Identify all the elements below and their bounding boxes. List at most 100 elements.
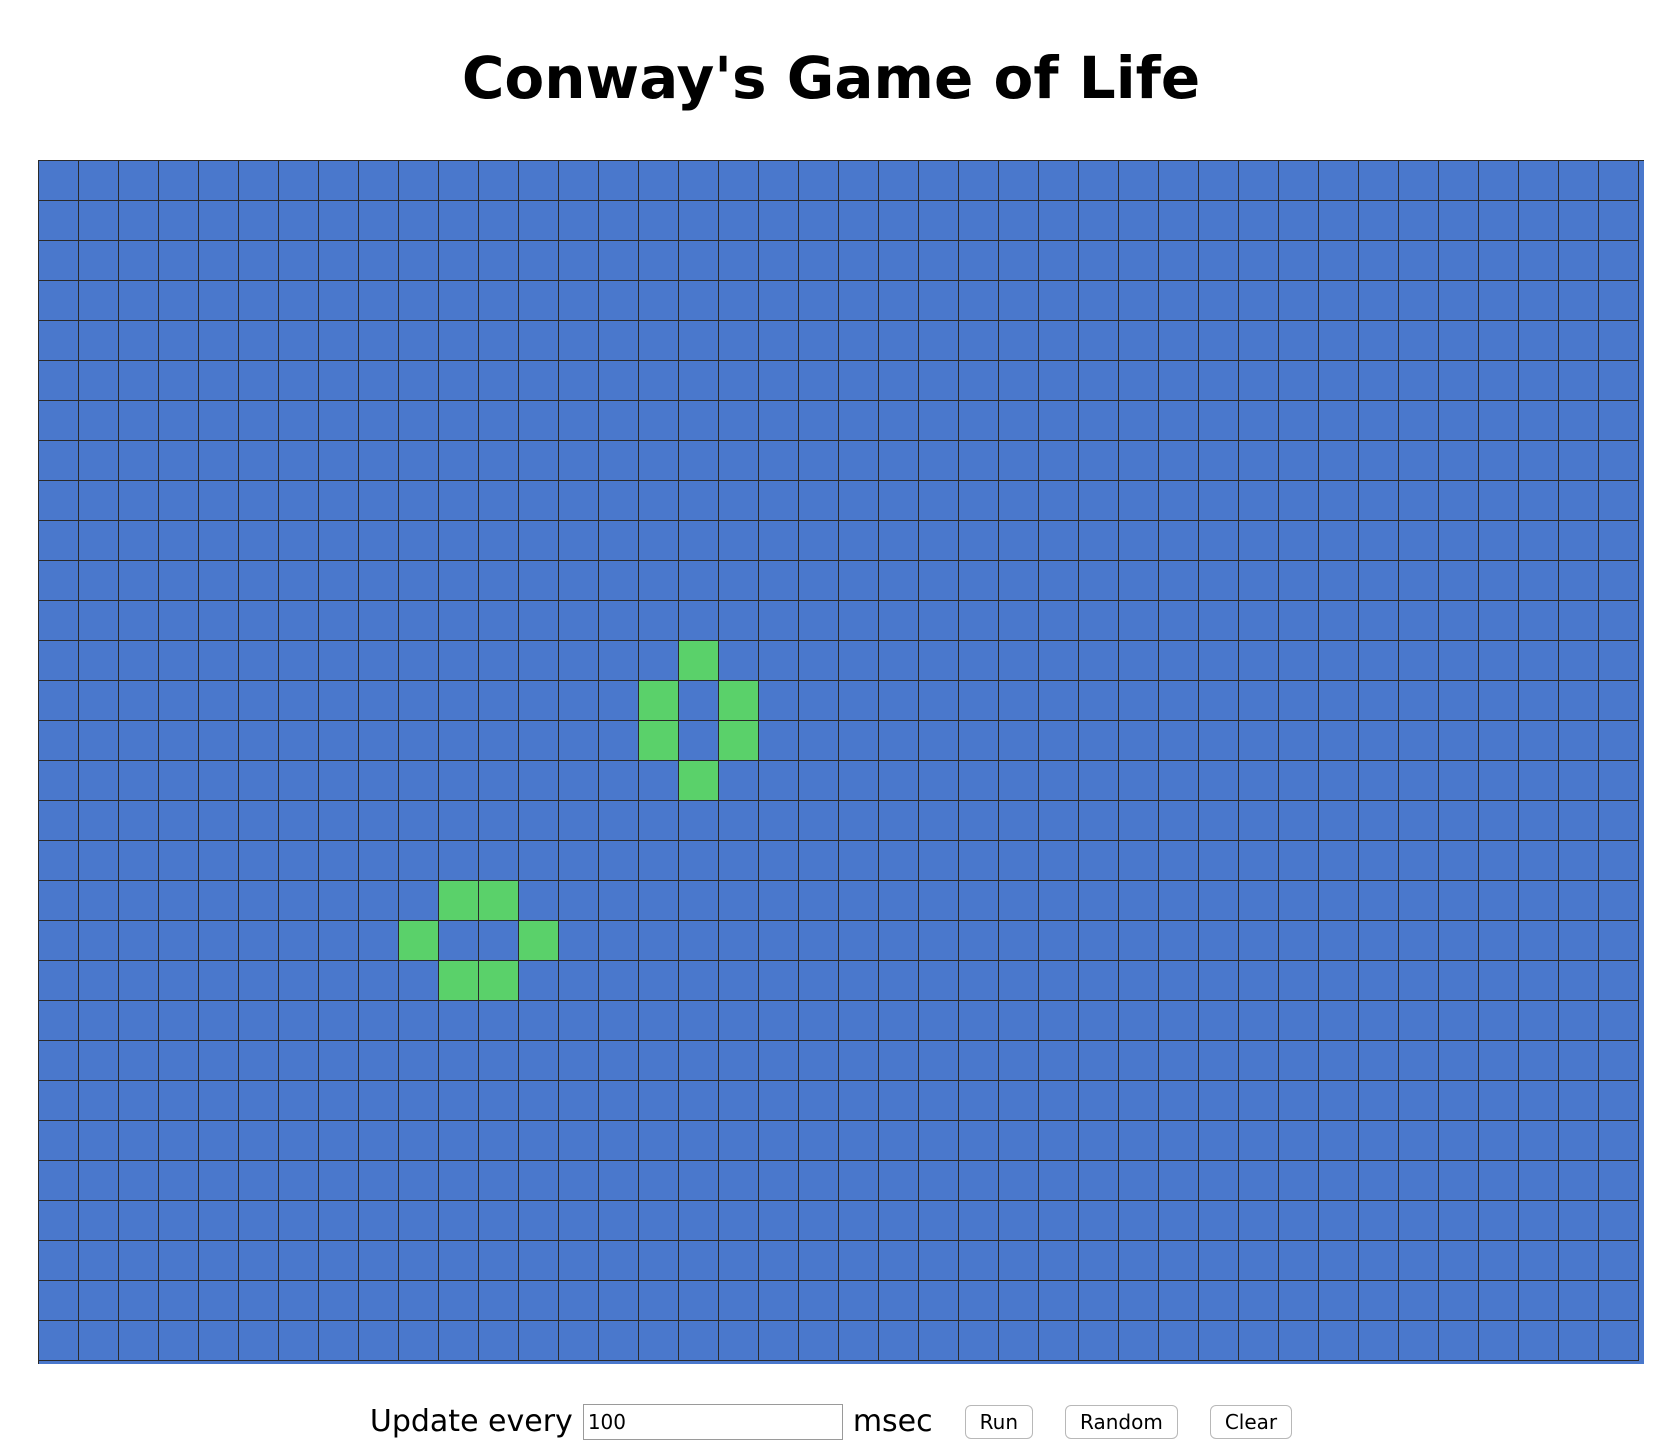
dead-cell[interactable] [1119, 441, 1159, 481]
dead-cell[interactable] [839, 401, 879, 441]
dead-cell[interactable] [1279, 521, 1319, 561]
dead-cell[interactable] [1079, 641, 1119, 681]
dead-cell[interactable] [439, 241, 479, 281]
dead-cell[interactable] [79, 1041, 119, 1081]
dead-cell[interactable] [239, 801, 279, 841]
dead-cell[interactable] [799, 921, 839, 961]
dead-cell[interactable] [239, 641, 279, 681]
dead-cell[interactable] [1359, 201, 1399, 241]
dead-cell[interactable] [1359, 241, 1399, 281]
dead-cell[interactable] [879, 241, 919, 281]
dead-cell[interactable] [79, 961, 119, 1001]
dead-cell[interactable] [359, 161, 399, 201]
dead-cell[interactable] [1199, 761, 1239, 801]
dead-cell[interactable] [159, 801, 199, 841]
dead-cell[interactable] [1319, 521, 1359, 561]
dead-cell[interactable] [1199, 281, 1239, 321]
dead-cell[interactable] [1199, 561, 1239, 601]
dead-cell[interactable] [159, 721, 199, 761]
dead-cell[interactable] [959, 681, 999, 721]
dead-cell[interactable] [1039, 401, 1079, 441]
dead-cell[interactable] [1159, 1321, 1199, 1361]
dead-cell[interactable] [759, 681, 799, 721]
dead-cell[interactable] [79, 1201, 119, 1241]
dead-cell[interactable] [1079, 441, 1119, 481]
dead-cell[interactable] [359, 1241, 399, 1281]
dead-cell[interactable] [879, 281, 919, 321]
dead-cell[interactable] [1079, 201, 1119, 241]
dead-cell[interactable] [999, 1161, 1039, 1201]
dead-cell[interactable] [1519, 1321, 1559, 1361]
dead-cell[interactable] [1279, 561, 1319, 601]
dead-cell[interactable] [119, 1121, 159, 1161]
dead-cell[interactable] [879, 921, 919, 961]
dead-cell[interactable] [159, 161, 199, 201]
dead-cell[interactable] [559, 1121, 599, 1161]
dead-cell[interactable] [319, 641, 359, 681]
dead-cell[interactable] [119, 441, 159, 481]
dead-cell[interactable] [1439, 1081, 1479, 1121]
dead-cell[interactable] [599, 241, 639, 281]
dead-cell[interactable] [159, 961, 199, 1001]
dead-cell[interactable] [999, 681, 1039, 721]
dead-cell[interactable] [1199, 441, 1239, 481]
dead-cell[interactable] [919, 321, 959, 361]
dead-cell[interactable] [679, 401, 719, 441]
dead-cell[interactable] [959, 1281, 999, 1321]
dead-cell[interactable] [719, 281, 759, 321]
dead-cell[interactable] [1239, 281, 1279, 321]
dead-cell[interactable] [39, 441, 79, 481]
dead-cell[interactable] [959, 1161, 999, 1201]
dead-cell[interactable] [519, 401, 559, 441]
dead-cell[interactable] [1439, 201, 1479, 241]
dead-cell[interactable] [1559, 681, 1599, 721]
dead-cell[interactable] [1479, 281, 1519, 321]
dead-cell[interactable] [1599, 601, 1639, 641]
dead-cell[interactable] [79, 201, 119, 241]
dead-cell[interactable] [1399, 361, 1439, 401]
live-cell[interactable] [639, 681, 679, 721]
dead-cell[interactable] [1559, 1201, 1599, 1241]
dead-cell[interactable] [519, 161, 559, 201]
dead-cell[interactable] [399, 201, 439, 241]
dead-cell[interactable] [79, 161, 119, 201]
dead-cell[interactable] [759, 521, 799, 561]
dead-cell[interactable] [639, 1041, 679, 1081]
dead-cell[interactable] [1439, 921, 1479, 961]
dead-cell[interactable] [319, 761, 359, 801]
dead-cell[interactable] [159, 281, 199, 321]
dead-cell[interactable] [1439, 601, 1479, 641]
dead-cell[interactable] [359, 641, 399, 681]
dead-cell[interactable] [479, 1121, 519, 1161]
dead-cell[interactable] [279, 761, 319, 801]
live-cell[interactable] [639, 721, 679, 761]
dead-cell[interactable] [1559, 1041, 1599, 1081]
dead-cell[interactable] [1519, 641, 1559, 681]
dead-cell[interactable] [79, 801, 119, 841]
dead-cell[interactable] [919, 1241, 959, 1281]
dead-cell[interactable] [119, 641, 159, 681]
dead-cell[interactable] [1119, 361, 1159, 401]
dead-cell[interactable] [559, 921, 599, 961]
dead-cell[interactable] [399, 561, 439, 601]
dead-cell[interactable] [999, 441, 1039, 481]
dead-cell[interactable] [319, 521, 359, 561]
dead-cell[interactable] [279, 561, 319, 601]
dead-cell[interactable] [359, 881, 399, 921]
dead-cell[interactable] [519, 241, 559, 281]
dead-cell[interactable] [439, 1281, 479, 1321]
dead-cell[interactable] [1599, 961, 1639, 1001]
dead-cell[interactable] [1039, 481, 1079, 521]
dead-cell[interactable] [1519, 1281, 1559, 1321]
dead-cell[interactable] [1039, 281, 1079, 321]
dead-cell[interactable] [919, 921, 959, 961]
dead-cell[interactable] [199, 361, 239, 401]
dead-cell[interactable] [1599, 1201, 1639, 1241]
dead-cell[interactable] [599, 761, 639, 801]
dead-cell[interactable] [399, 841, 439, 881]
dead-cell[interactable] [879, 641, 919, 681]
dead-cell[interactable] [319, 241, 359, 281]
dead-cell[interactable] [1199, 1201, 1239, 1241]
dead-cell[interactable] [1399, 841, 1439, 881]
dead-cell[interactable] [239, 521, 279, 561]
